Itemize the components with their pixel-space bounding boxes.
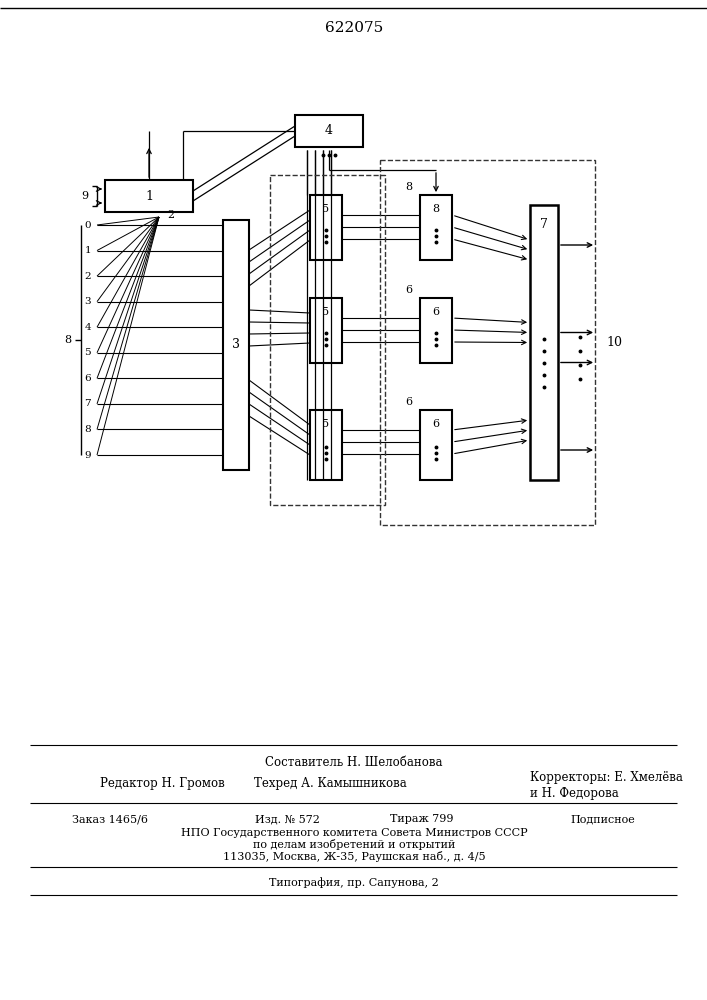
Text: 622075: 622075	[325, 21, 383, 35]
Text: 7: 7	[84, 399, 91, 408]
Text: Типография, пр. Сапунова, 2: Типография, пр. Сапунова, 2	[269, 878, 439, 888]
Bar	[420, 410, 452, 480]
Text: 8: 8	[64, 335, 71, 345]
Text: по делам изобретений и открытий: по делам изобретений и открытий	[253, 840, 455, 850]
Text: Тираж 799: Тираж 799	[390, 814, 453, 824]
Text: Составитель Н. Шелобанова: Составитель Н. Шелобанова	[265, 756, 443, 770]
Bar	[105, 180, 193, 212]
Text: 1: 1	[145, 190, 153, 202]
Text: 5: 5	[322, 307, 329, 317]
Bar	[310, 298, 342, 363]
Bar	[310, 410, 342, 480]
Text: 3: 3	[84, 297, 91, 306]
Bar	[380, 160, 595, 525]
Text: 5: 5	[322, 204, 329, 214]
Text: 6: 6	[433, 419, 440, 429]
Text: 6: 6	[405, 397, 412, 407]
Text: Подписное: Подписное	[570, 814, 635, 824]
Bar	[310, 195, 342, 260]
Text: 1: 1	[84, 246, 91, 255]
Bar	[530, 205, 558, 480]
Text: 8: 8	[84, 425, 91, 434]
Bar	[420, 195, 452, 260]
Text: НПО Государственного комитета Совета Министров СССР: НПО Государственного комитета Совета Мин…	[181, 828, 527, 838]
Text: 8: 8	[433, 204, 440, 214]
Bar	[270, 175, 385, 505]
Text: 6: 6	[405, 285, 412, 295]
Text: 4: 4	[325, 124, 333, 137]
Text: 9: 9	[81, 191, 88, 201]
Text: Техред А. Камышникова: Техред А. Камышникова	[254, 776, 407, 790]
Text: 3: 3	[232, 338, 240, 352]
Text: Заказ 1465/6: Заказ 1465/6	[72, 814, 148, 824]
Text: Изд. № 572: Изд. № 572	[255, 814, 320, 824]
Text: и Н. Федорова: и Н. Федорова	[530, 786, 619, 800]
Text: 113035, Москва, Ж-35, Раушская наб., д. 4/5: 113035, Москва, Ж-35, Раушская наб., д. …	[223, 852, 485, 862]
Text: 6: 6	[433, 307, 440, 317]
Text: 0: 0	[84, 221, 91, 230]
Text: 9: 9	[84, 450, 91, 460]
Text: Редактор Н. Громов: Редактор Н. Громов	[100, 776, 225, 790]
Text: 2: 2	[84, 272, 91, 281]
Text: 5: 5	[84, 348, 91, 357]
Bar	[420, 298, 452, 363]
Text: 5: 5	[322, 419, 329, 429]
Text: 7: 7	[540, 219, 548, 232]
Bar	[223, 220, 249, 470]
Text: 2: 2	[168, 210, 175, 220]
Text: Корректоры: Е. Хмелёва: Корректоры: Е. Хмелёва	[530, 770, 683, 784]
Text: 6: 6	[84, 374, 91, 383]
Text: 4: 4	[84, 323, 91, 332]
Text: 8: 8	[405, 182, 412, 192]
Bar	[295, 115, 363, 147]
Text: 10: 10	[606, 336, 622, 349]
